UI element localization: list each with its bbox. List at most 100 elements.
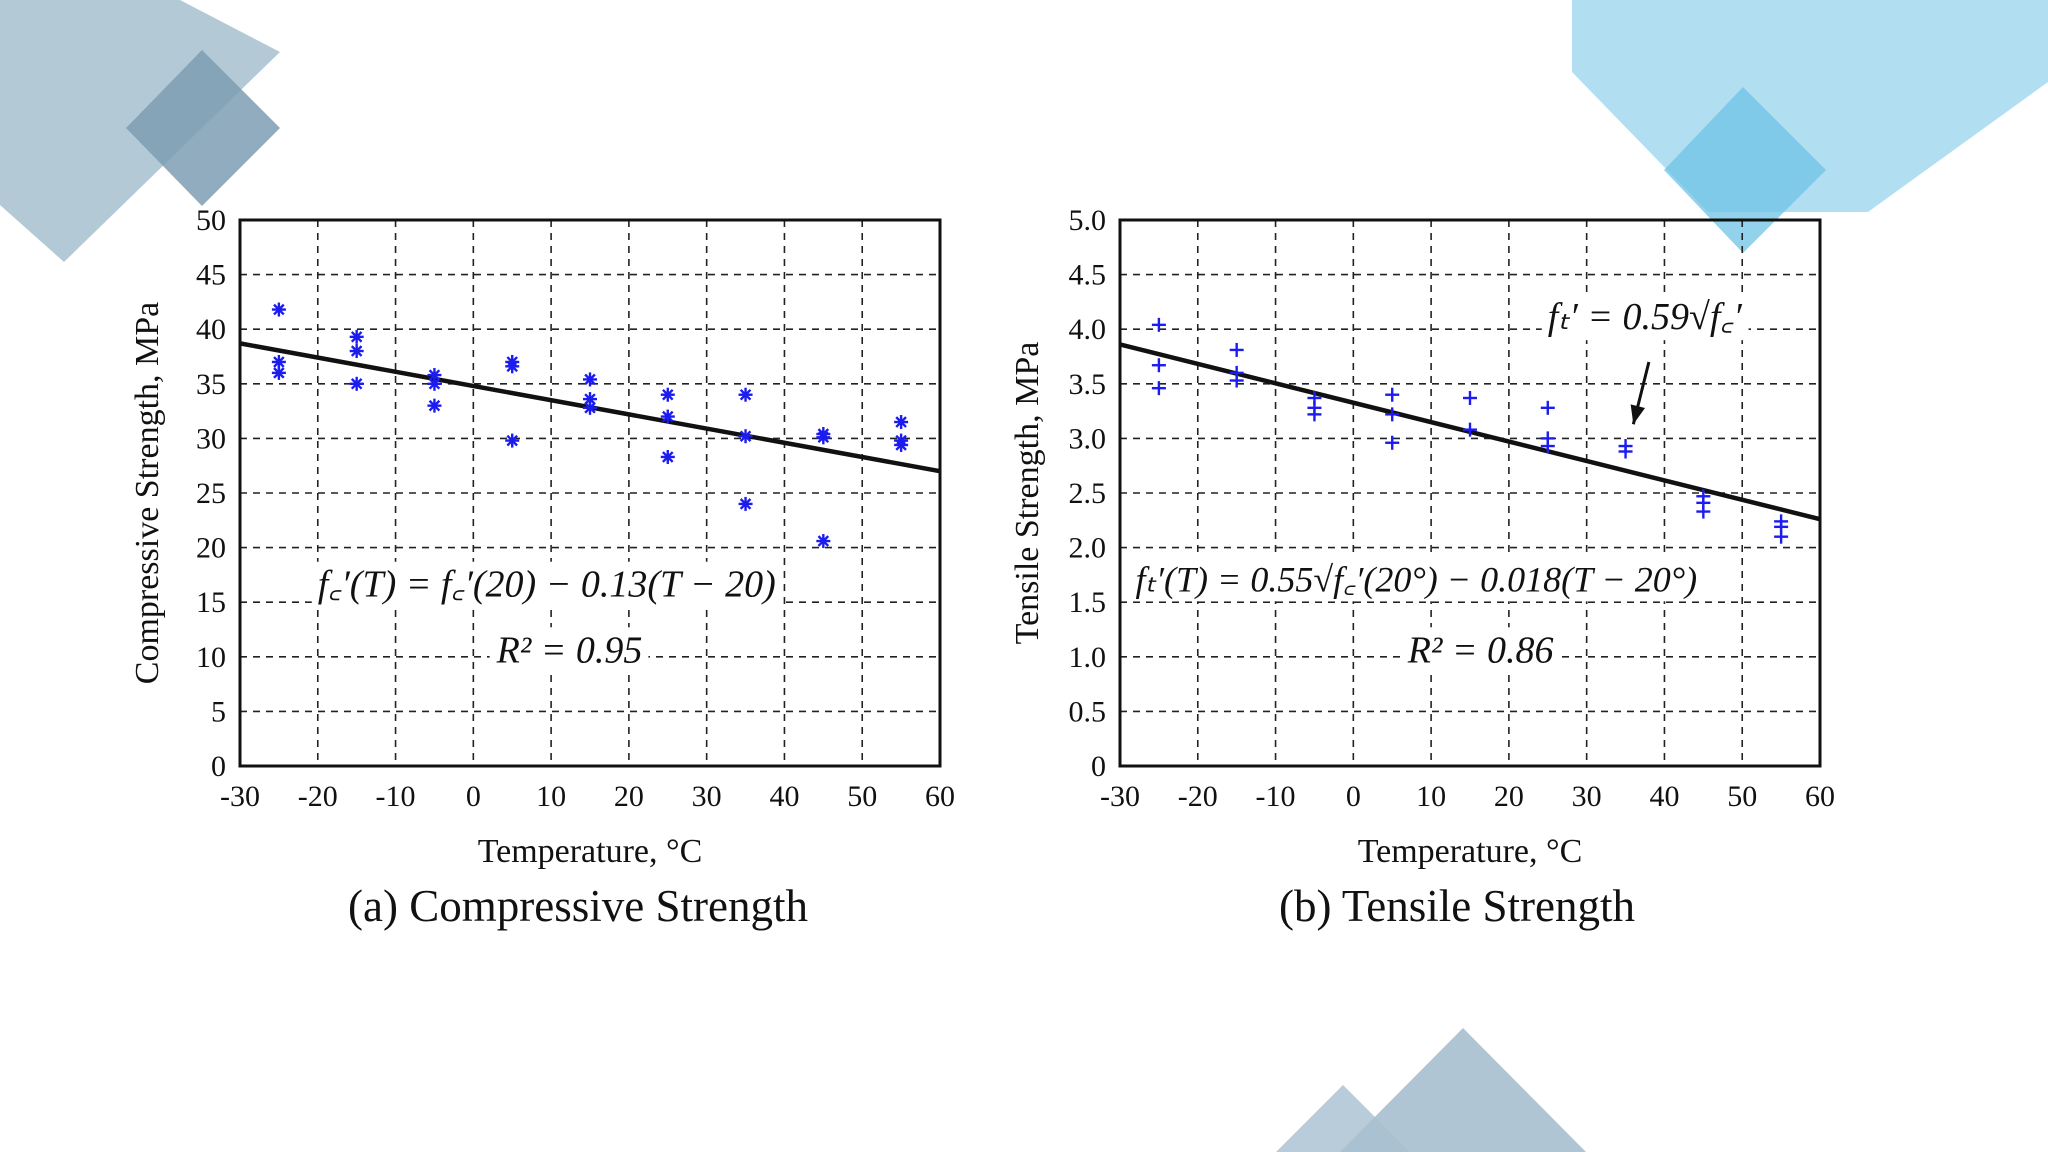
y-tick-label: 0 — [211, 750, 226, 783]
chart-b-frame — [1118, 218, 1822, 768]
x-tick-label: 0 — [466, 780, 481, 813]
data-point — [1151, 317, 1166, 332]
data-point — [660, 409, 675, 424]
data-point — [738, 496, 753, 511]
data-point — [583, 400, 597, 415]
chart-b-ylabel: Tensile Strength, MPa — [1009, 342, 1046, 645]
annotation-background — [1400, 627, 1560, 674]
x-tick-label: 40 — [1649, 780, 1679, 813]
y-tick-label: 30 — [196, 422, 226, 455]
y-tick-label: 3.0 — [1069, 422, 1107, 455]
y-tick-label: 4.0 — [1069, 313, 1107, 346]
data-point — [349, 344, 364, 359]
x-tick-label: -30 — [1100, 780, 1140, 813]
deco-gray-diamond-small — [126, 50, 280, 206]
data-point — [660, 387, 675, 402]
chart-b-svg: -30 -20 -10 0 10 20 30 40 50 60 0 0.5 1.0 1.5 2.0 2.5 3.… — [1009, 204, 1835, 870]
data-point — [1540, 400, 1555, 415]
chart-a-marks — [239, 302, 941, 674]
y-tick-label: 3.5 — [1069, 368, 1107, 401]
data-point — [271, 365, 286, 380]
data-point — [505, 433, 520, 448]
caption-tensile: (b) Tensile Strength — [1279, 881, 1635, 931]
y-tick-label: 5 — [211, 695, 226, 728]
x-tick-label: -30 — [220, 780, 260, 813]
x-tick-label: 60 — [925, 780, 955, 813]
annotation-background — [1129, 557, 1704, 602]
data-point — [1463, 422, 1477, 437]
chart-b-equation: fₜ′(T) = 0.55√f꜀′(20°) − 0.018(T − 20°) — [1136, 559, 1698, 599]
data-point — [1151, 358, 1166, 373]
chart-compressive-strength: -30 -20 -10 0 10 20 30 40 50 60 0 5 10 15 20 25 30 35 40 45… — [110, 180, 970, 880]
y-tick-label: 40 — [196, 313, 226, 346]
annotation-background — [1541, 294, 1749, 341]
data-point — [427, 376, 442, 391]
x-tick-label: 20 — [614, 780, 644, 813]
data-point — [1385, 407, 1400, 422]
chart-a-grid — [240, 220, 940, 766]
deco-gray-diamond-bottom-small — [1276, 1085, 1410, 1152]
x-tick-label: 30 — [692, 780, 722, 813]
y-tick-label: 15 — [196, 586, 226, 619]
chart-b-ratio-equation: fₜ′ = 0.59√f꜀′ — [1548, 296, 1743, 338]
data-point — [816, 534, 831, 549]
chart-b-r-squared: R² = 0.86 — [1407, 629, 1554, 671]
data-point — [738, 429, 753, 444]
caption-compressive: (a) Compressive Strength — [348, 881, 808, 931]
data-point — [1385, 435, 1400, 450]
y-tick-label: 10 — [196, 641, 226, 674]
data-point — [1229, 373, 1244, 388]
x-tick-label: 50 — [847, 780, 877, 813]
x-tick-label: 30 — [1572, 780, 1602, 813]
y-tick-label: 0.5 — [1069, 695, 1107, 728]
x-tick-label: -10 — [376, 780, 416, 813]
y-tick-label: 20 — [196, 532, 226, 565]
y-tick-label: 35 — [196, 368, 226, 401]
data-point — [660, 449, 675, 464]
chart-b-xlabel: Temperature, °C — [1358, 833, 1583, 870]
x-tick-label: 10 — [536, 780, 566, 813]
data-point — [1385, 387, 1400, 402]
data-point — [427, 398, 442, 413]
deco-blue-diamond — [1664, 87, 1826, 253]
y-tick-label: 4.5 — [1069, 259, 1107, 292]
x-tick-label: 20 — [1494, 780, 1524, 813]
annotation-arrow-head — [1630, 404, 1646, 425]
data-point — [1618, 444, 1633, 459]
x-tick-label: 60 — [1805, 780, 1835, 813]
data-point — [1151, 381, 1166, 396]
data-point — [1540, 439, 1555, 454]
y-tick-label: 5.0 — [1069, 204, 1107, 237]
annotation-background — [489, 627, 649, 674]
x-tick-label: 0 — [1346, 780, 1361, 813]
annotation-background — [311, 561, 782, 608]
y-tick-label: 25 — [196, 477, 226, 510]
chart-a-frame — [238, 218, 942, 768]
chart-a-xlabel: Temperature, °C — [478, 833, 703, 870]
deco-gray-diamond-bottom — [1340, 1028, 1586, 1152]
data-point — [1307, 407, 1322, 422]
data-point — [583, 372, 597, 387]
y-tick-label: 0 — [1091, 750, 1106, 783]
data-point — [1463, 390, 1477, 405]
data-point — [271, 302, 286, 317]
chart-b-marks — [1119, 294, 1821, 674]
chart-a-ticks: -30 -20 -10 0 10 20 30 40 50 60 0 5 10 15 20 25 30 35 40 45… — [196, 204, 955, 813]
y-tick-label: 45 — [196, 259, 226, 292]
x-tick-label: -10 — [1256, 780, 1296, 813]
x-tick-label: 10 — [1416, 780, 1446, 813]
data-point — [1774, 529, 1789, 544]
chart-a-r-squared: R² = 0.95 — [496, 629, 643, 671]
data-point — [738, 387, 753, 402]
data-point — [1696, 504, 1711, 519]
data-point — [349, 329, 364, 344]
y-tick-label: 1.5 — [1069, 586, 1107, 619]
data-point — [349, 376, 364, 391]
x-tick-label: 40 — [769, 780, 799, 813]
chart-tensile-strength: -30 -20 -10 0 10 20 30 40 50 60 0 0.5 1.0 1.5 2.0 2.5 3.… — [990, 180, 1850, 880]
y-tick-label: 50 — [196, 204, 226, 237]
x-tick-label: -20 — [298, 780, 338, 813]
x-tick-label: 50 — [1727, 780, 1757, 813]
chart-a-equation: f꜀′(T) = f꜀′(20) − 0.13(T − 20) — [318, 564, 776, 606]
